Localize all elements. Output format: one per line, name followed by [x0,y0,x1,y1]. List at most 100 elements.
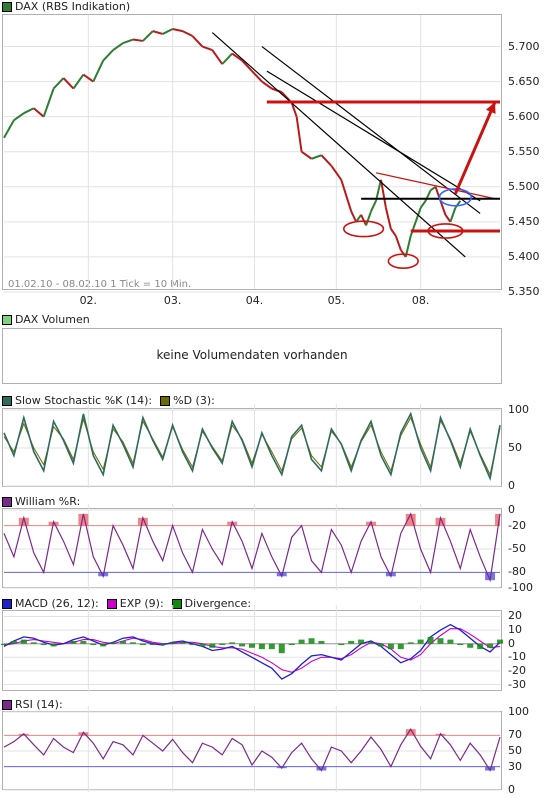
williams_panel-extreme-fill [435,517,446,526]
price-trend-line [375,172,496,200]
stoch-legend: Slow Stochastic %K (14): %D (3): [2,394,223,407]
stoch_panel-y-tick-label: 0 [508,479,515,492]
macd-divergence-bar [209,643,216,648]
price-segment [182,30,193,37]
macd-divergence-bar [497,639,503,644]
price-segment [82,73,94,83]
macd_panel-y-tick-label: 20 [508,609,522,623]
stoch-k-line [3,411,501,482]
price-segment [52,77,65,90]
price-legend: DAX (RBS Indikation) [2,0,130,13]
macd-divergence-bar [239,643,246,647]
macd-divergence-bar [417,639,424,644]
price-y-tick-label: 5.650 [508,74,540,88]
macd-divergence-bar [427,636,434,644]
price-trend-line [261,46,481,214]
macd-divergence-bar [20,639,27,644]
price-arrow-shaft [453,101,497,195]
rsi-legend: RSI (14): [2,698,63,711]
price-y-tick-label: 5.350 [508,285,540,298]
price-x-tick-label: 05. [327,294,346,307]
macd-divergence-bar [1,643,7,646]
price-segment [360,214,367,226]
macd-divergence-bar [219,643,226,646]
macd-divergence-bar [467,643,474,648]
macd-divergence-bar [50,643,57,647]
macd-divergence-bar [129,642,136,644]
macd-divergence-bar [159,643,166,646]
price-trend-line [211,32,466,258]
macd-line [3,623,501,680]
macd-divergence-bar [447,639,454,644]
price-segment [202,45,213,51]
macd-divergence-bar [249,643,255,648]
price-y-tick-label: 5.450 [508,214,540,228]
rsi_panel-y-tick-label: 70 [508,728,522,742]
price-segment [172,28,183,33]
macd-chart [1,605,503,692]
price-segment [454,200,462,209]
price-y-tick-label: 5.500 [508,179,540,193]
macd-divergence-bar [139,643,146,646]
stoch_panel-y-tick-label: 100 [508,403,529,416]
price-chart [3,15,500,293]
price-ellipse-marker [387,253,419,269]
price-segment [330,165,343,181]
price-segment [72,74,85,90]
macd-label: MACD (26, 12): [15,597,99,610]
price-segment [384,207,392,230]
williams-line [3,512,501,583]
rsi_panel-y-tick-label: 50 [508,744,522,757]
macd-divergence-bar [70,640,77,644]
macd-divergence-bar [457,643,464,646]
divergence-label: Divergence: [184,597,252,610]
price-segment [444,214,452,223]
rsi_panel-y-tick-label: 30 [508,759,522,773]
macd-divergence-bar [308,638,315,644]
price-segment [241,59,253,72]
macd-exp-line [3,628,501,673]
macd-divergence-bar [298,639,305,644]
williams-legend-label: William %R: [15,495,81,508]
macd-divergence-bar [110,642,117,644]
stoch-k-label: Slow Stochastic %K (14): [15,394,153,407]
price-segment [261,80,273,90]
macd-divergence-bar [278,643,285,654]
price-segment [42,88,55,118]
price-segment [390,228,397,237]
macd-divergence-bar [258,643,265,650]
price-x-tick-label: 02. [79,294,98,307]
price-segment [449,207,457,223]
macd-swatch [2,598,12,609]
price-segment [365,211,372,226]
price-segment [191,35,204,48]
macd-divergence-bar [318,640,325,644]
macd-divergence-bar [377,643,384,647]
williams-chart [3,504,501,590]
stoch-d-swatch [160,395,171,406]
price-segment [370,200,377,212]
macd-divergence-bar [90,643,97,646]
macd-divergence-bar [10,640,17,644]
rsi_panel-extreme-fill [78,732,89,736]
macd-legend: MACD (26, 12): EXP (9): Divergence: [2,597,259,610]
williams_panel-extreme-fill [18,517,29,526]
rsi-legend-swatch [2,699,12,710]
price-segment [394,235,402,251]
price-y-tick-label: 5.400 [508,249,540,263]
volume-no-data-message: keine Volumendaten vorhanden [156,348,348,362]
williams_panel-extreme-fill [405,513,416,526]
rsi-legend-label: RSI (14): [15,698,63,711]
macd-divergence-bar [30,642,37,644]
macd-divergence-bar [368,642,375,644]
price-segment [350,210,358,223]
price-segment [142,30,154,42]
macd_panel-y-tick-label: -10 [508,650,526,664]
price-trend-line [266,70,481,202]
price-segment [162,28,174,35]
price-ellipse-marker [438,188,473,207]
stoch-chart [3,404,501,488]
rsi_panel-y-tick-label: 0 [508,783,515,796]
williams_panel-extreme-fill [495,513,500,526]
macd-divergence-bar [407,642,414,644]
